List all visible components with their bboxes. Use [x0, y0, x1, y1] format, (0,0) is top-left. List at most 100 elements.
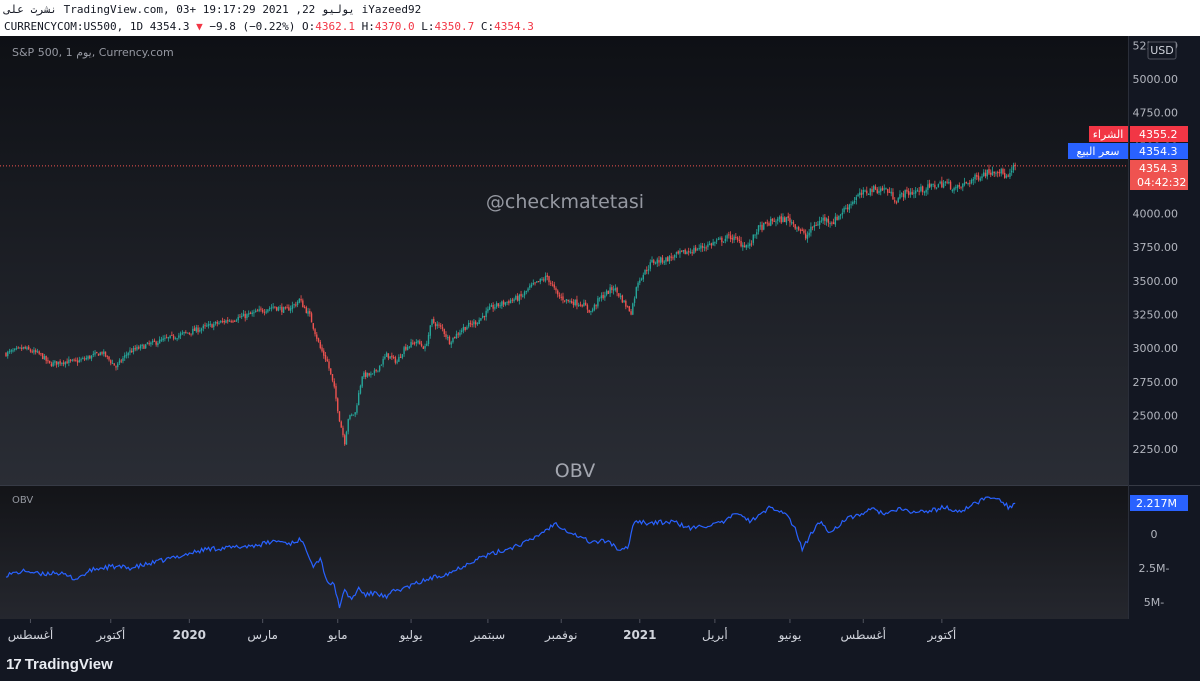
- candle-body: [429, 325, 431, 336]
- candle-body: [223, 321, 225, 323]
- candle-body: [558, 294, 561, 297]
- price-scale-background[interactable]: [1128, 36, 1200, 619]
- candle-body: [735, 236, 737, 238]
- candle-body: [590, 311, 592, 313]
- candle-body: [337, 398, 339, 412]
- candle-body: [794, 224, 796, 229]
- candle-body: [525, 290, 528, 292]
- chart-canvas[interactable]: 5250.005000.004750.004500.004250.004000.…: [0, 36, 1200, 681]
- candle-body: [569, 300, 571, 302]
- candle-body: [213, 324, 215, 328]
- candle-body: [382, 358, 384, 365]
- candle-body: [146, 342, 149, 345]
- candle-body: [434, 323, 437, 327]
- candle-body: [541, 279, 543, 281]
- candle-body: [551, 284, 554, 286]
- candle-body: [148, 343, 150, 345]
- candle-body: [202, 325, 204, 329]
- time-tick-label: 2021: [623, 628, 656, 642]
- price-pane-background: [0, 36, 1128, 485]
- candle-body: [27, 346, 30, 350]
- candle-body: [743, 245, 746, 248]
- candle-body: [347, 419, 349, 432]
- candle-body: [787, 216, 789, 218]
- candle-body: [267, 309, 269, 312]
- candle-body: [612, 289, 615, 291]
- candle-body: [768, 223, 770, 226]
- candle-body: [895, 202, 898, 204]
- candle-body: [761, 224, 763, 231]
- candle-body: [925, 189, 927, 193]
- candle-body: [157, 343, 159, 346]
- candle-body: [8, 351, 11, 353]
- candle-body: [555, 288, 557, 291]
- candle-body: [550, 282, 552, 284]
- candle-body: [364, 372, 367, 377]
- candle-body: [274, 306, 276, 308]
- candle-body: [605, 290, 608, 295]
- candle-body: [239, 316, 241, 318]
- candle-body: [749, 243, 751, 247]
- candle-body: [878, 190, 880, 194]
- candle-body: [113, 363, 115, 366]
- low-label: L:: [421, 20, 435, 33]
- candle-body: [158, 339, 161, 344]
- candle-body: [777, 218, 779, 221]
- candle-body: [279, 307, 281, 309]
- candle-body: [249, 312, 252, 315]
- candle-body: [1000, 169, 1002, 174]
- candle-body: [789, 217, 791, 223]
- candle-body: [117, 363, 119, 368]
- candle-body: [834, 216, 837, 225]
- candle-body: [637, 282, 639, 288]
- candle-body: [523, 291, 526, 296]
- candle-body: [68, 359, 70, 364]
- candle-body: [282, 307, 285, 313]
- candle-body: [829, 223, 831, 225]
- candle-body: [969, 182, 971, 184]
- candle-body: [454, 336, 456, 338]
- candle-body: [609, 287, 611, 294]
- candle-body: [466, 327, 468, 330]
- candle-body: [122, 358, 124, 362]
- candle-body: [672, 257, 674, 259]
- candle-body: [441, 327, 444, 329]
- candle-body: [791, 222, 793, 224]
- candle-body: [976, 175, 978, 177]
- symbol-label[interactable]: CURRENCYCOM:US500, 1D: [4, 20, 144, 33]
- candle-body: [759, 225, 761, 227]
- candle-body: [621, 295, 624, 303]
- candle-body: [586, 305, 589, 310]
- candle-body: [674, 254, 676, 258]
- candle-body: [178, 335, 180, 338]
- candle-body: [488, 306, 491, 310]
- candle-body: [782, 217, 784, 223]
- candle-body: [415, 341, 418, 344]
- tradingview-logo[interactable]: 17 TradingView: [6, 656, 113, 673]
- candle-body: [614, 288, 617, 290]
- candle-body: [701, 245, 704, 248]
- candle-body: [57, 361, 60, 365]
- candle-body: [785, 216, 788, 223]
- candle-body: [141, 344, 143, 346]
- candle-body: [333, 381, 335, 387]
- candle-body: [310, 313, 313, 323]
- candle-body: [660, 257, 662, 263]
- candle-body: [832, 222, 835, 225]
- currency-box[interactable]: [1147, 41, 1177, 60]
- time-scale-background[interactable]: [0, 619, 1200, 649]
- candle-body: [691, 252, 693, 254]
- bar-countdown: 04:42:32: [1137, 176, 1186, 189]
- candle-body: [696, 249, 699, 251]
- candle-body: [76, 360, 79, 363]
- candle-body: [544, 275, 547, 281]
- candle-body: [357, 393, 360, 406]
- candle-body: [906, 189, 908, 192]
- candle-body: [312, 323, 314, 329]
- candle-body: [675, 252, 678, 254]
- candle-body: [527, 288, 529, 291]
- candle-body: [824, 217, 826, 221]
- candle-body: [988, 169, 990, 174]
- candle-body: [1010, 170, 1013, 173]
- candle-body: [78, 359, 81, 363]
